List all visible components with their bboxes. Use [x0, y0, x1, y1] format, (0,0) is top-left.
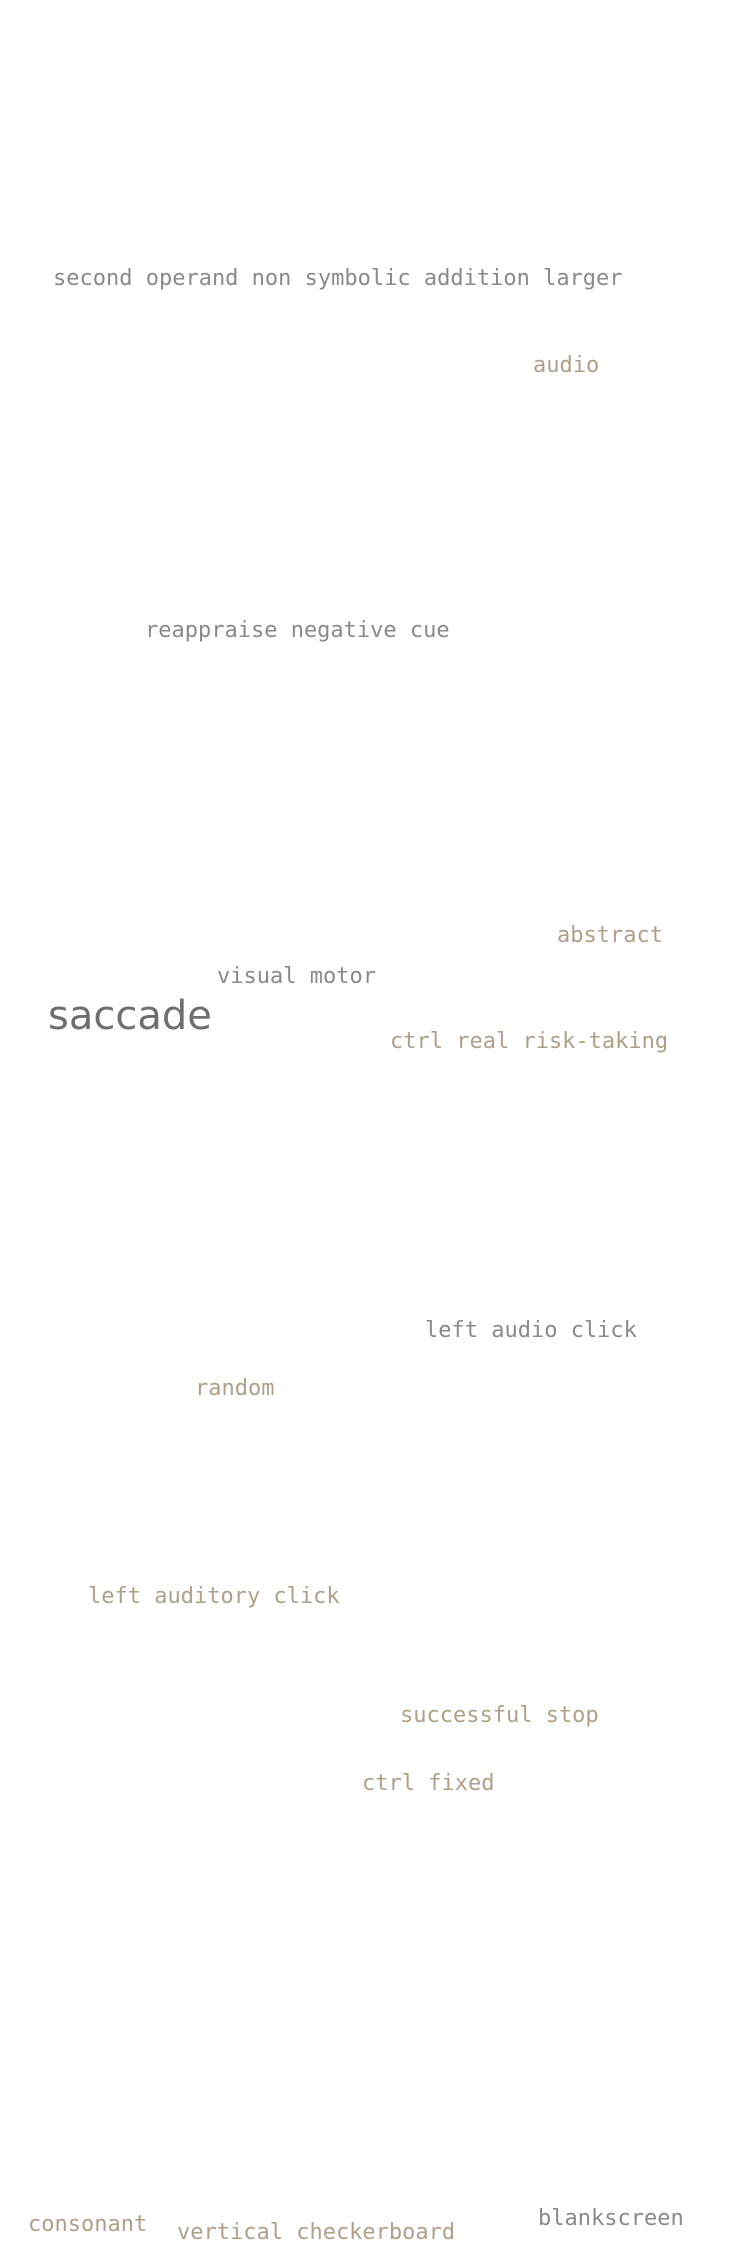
word-ctrl-fixed: ctrl fixed — [362, 1771, 495, 1796]
word-vertical-checkerboard: vertical checkerboard — [177, 2220, 456, 2245]
word-random: random — [195, 1376, 275, 1401]
word-consonant: consonant — [28, 2212, 148, 2237]
word-reappraise-negative-cue: reappraise negative cue — [145, 618, 450, 643]
word-left-audio-click: left audio click — [425, 1318, 637, 1343]
word-abstract: abstract — [557, 923, 663, 948]
word-visual-motor: visual motor — [217, 964, 376, 989]
word-blankscreen: blankscreen — [538, 2206, 684, 2231]
word-saccade: saccade — [48, 993, 212, 1039]
word-second-operand-non-symbolic-addition-larger: second operand non symbolic addition lar… — [53, 266, 623, 291]
word-left-auditory-click: left auditory click — [88, 1584, 340, 1609]
word-audio: audio — [533, 353, 600, 378]
word-ctrl-real-risk-taking: ctrl real risk-taking — [390, 1029, 669, 1054]
word-successful-stop: successful stop — [400, 1703, 599, 1728]
